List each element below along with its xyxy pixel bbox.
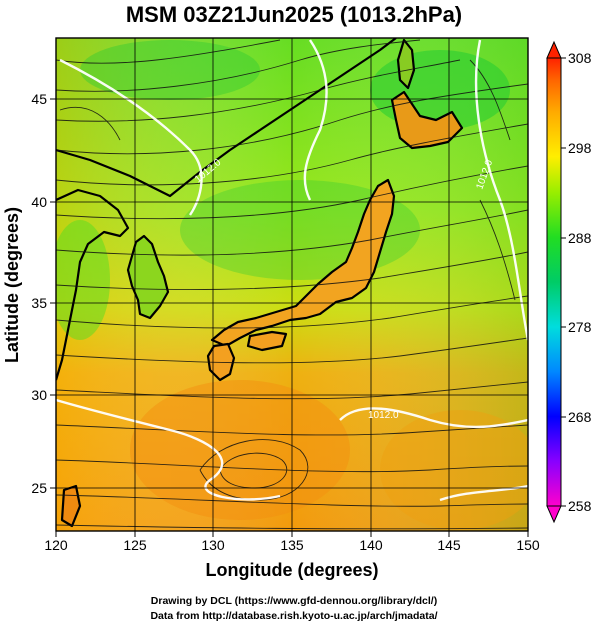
colorbar-tick-label: 298 [568,140,592,156]
map-plot-area: 1012.0 1012.0 1012.0 [56,38,528,531]
y-tick-label: 35 [31,295,47,311]
colorbar-tick-label: 278 [568,319,592,335]
chart-title: MSM 03Z21Jun2025 (1013.2hPa) [126,2,462,27]
colorbar: 308 298 288 278 268 258 [546,40,592,524]
colorbar-tick-label: 308 [568,50,592,66]
footer-drawing-credit: Drawing by DCL (https://www.gfd-dennou.o… [151,595,437,607]
y-axis-ticks [50,98,56,489]
warm-region-south [130,380,350,520]
sakhalin-coastline [396,38,416,90]
x-tick-label: 150 [516,537,540,553]
isobar-east [474,39,528,341]
x-tick-label: 130 [201,537,225,553]
isobar-contours [56,39,528,502]
y-axis-label: Latitude (degrees) [2,207,22,363]
colorbar-tick-label: 258 [568,498,592,514]
japan-hokkaido-coastline [390,90,464,150]
isobar-south [56,398,281,501]
y-axis-tick-labels: 25 30 35 40 45 [31,91,47,496]
taiwan-coastline [60,484,82,528]
y-tick-label: 40 [31,194,47,210]
korea-coastline [126,234,170,320]
russia-coastline [56,38,397,198]
y-tick-label: 25 [31,480,47,496]
x-axis-label: Longitude (degrees) [205,560,378,580]
y-tick-label: 45 [31,91,47,107]
graticule [56,38,528,531]
footer-data-source: Data from http://database.rish.kyoto-u.a… [150,610,437,622]
x-tick-label: 140 [359,537,383,553]
landmasses [56,38,464,528]
x-tick-label: 135 [280,537,304,553]
contour-label: 1012.0 [368,410,399,421]
japan-shikoku-coastline [246,330,288,352]
isobar-south-east [339,407,528,429]
x-tick-label: 120 [44,537,68,553]
x-tick-label: 145 [437,537,461,553]
china-coastline [56,188,130,381]
isobar-north [59,58,203,216]
colorbar-tick-label: 288 [568,230,592,246]
x-tick-label: 125 [123,537,147,553]
colorbar-scale [546,57,562,507]
colorbar-tick-label: 268 [568,409,592,425]
colorbar-min-arrow [546,505,562,524]
colorbar-max-arrow [546,40,562,59]
y-tick-label: 30 [31,387,47,403]
x-axis-ticks [55,531,529,537]
isobar-northeast [303,39,328,201]
x-axis-tick-labels: 120 125 130 135 140 145 150 [44,537,540,553]
